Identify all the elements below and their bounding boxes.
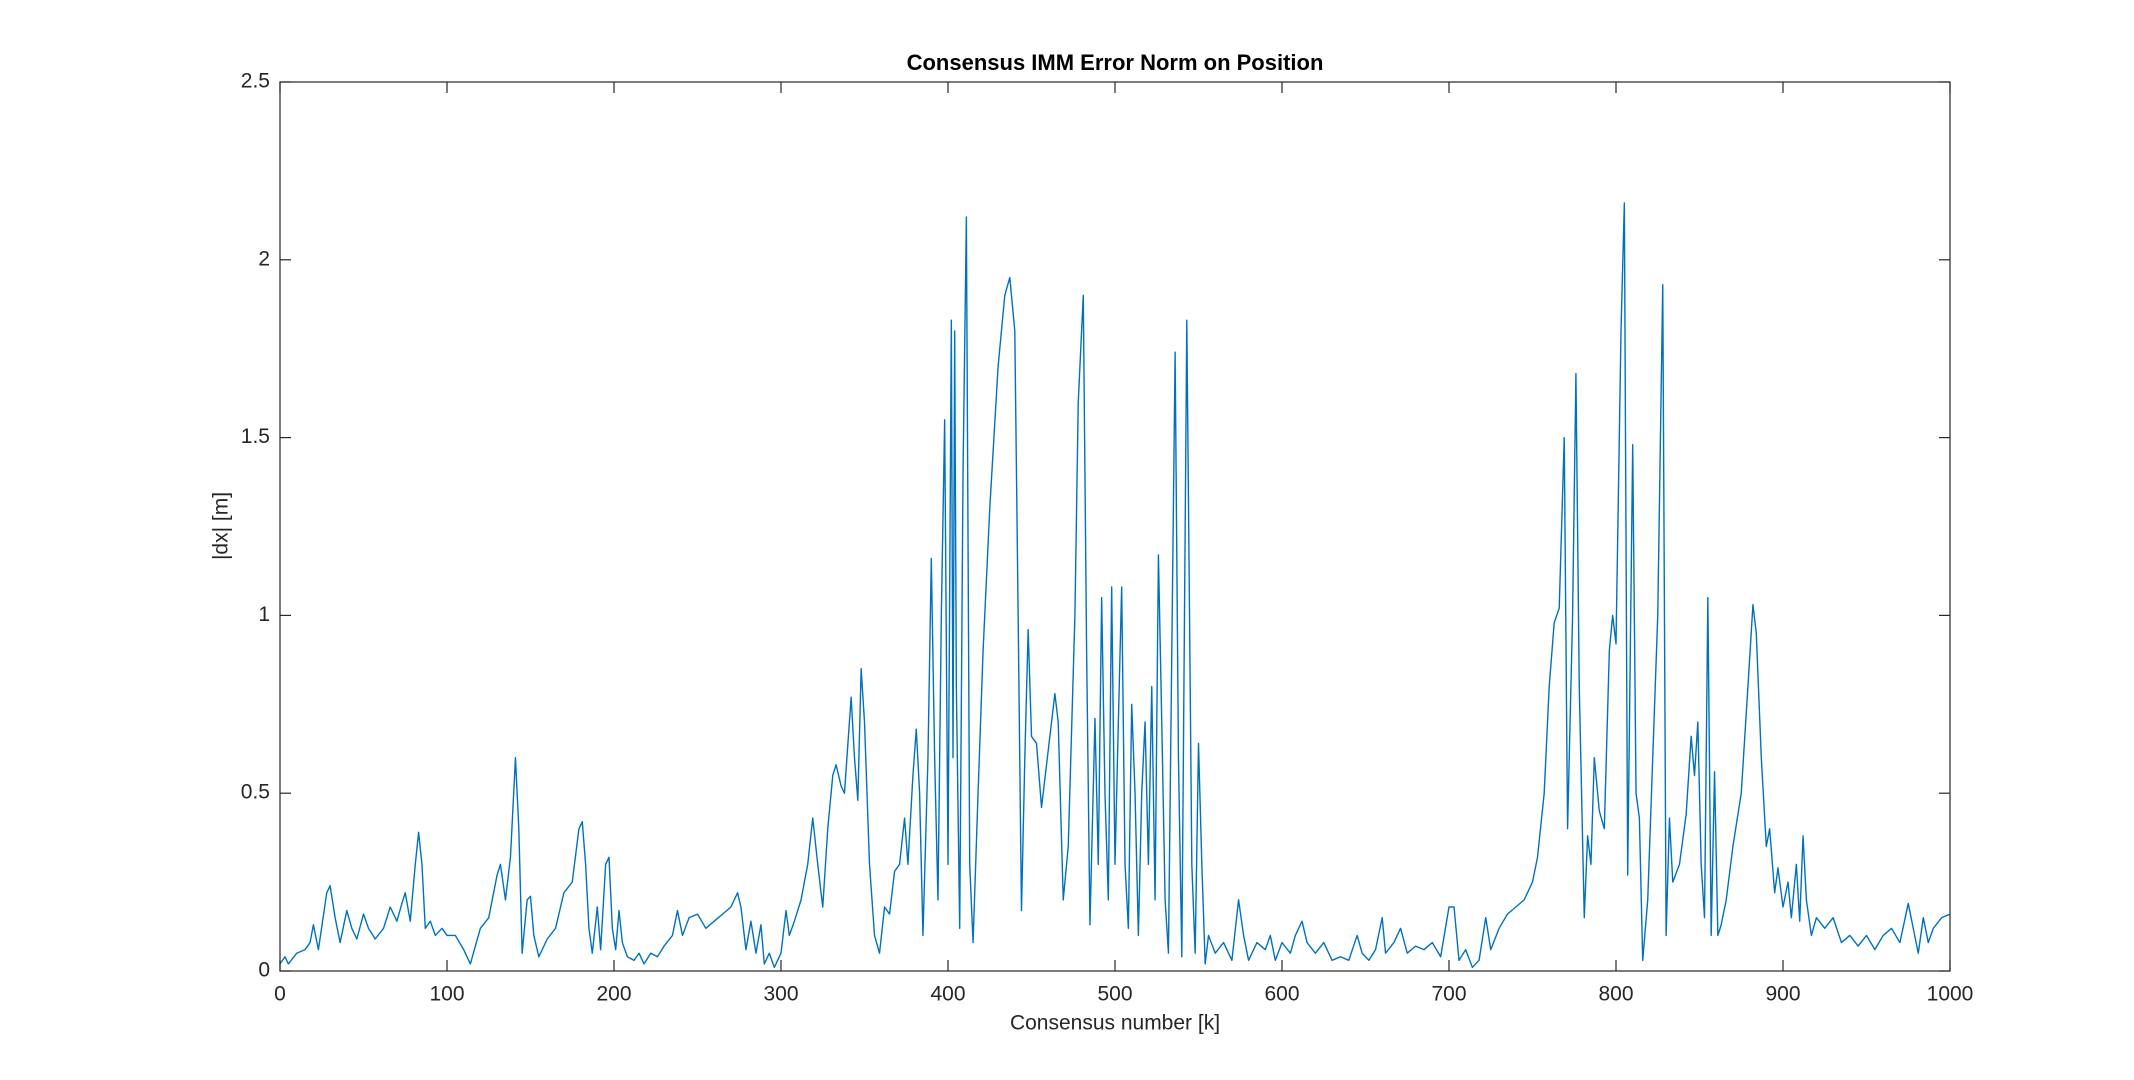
- y-axis-label: |dx| [m]: [210, 492, 233, 560]
- data-line: [279, 202, 1951, 969]
- x-tick-label: 0: [274, 983, 286, 1006]
- x-tick-label: 700: [1431, 983, 1466, 1006]
- x-tick-label: 100: [429, 983, 464, 1006]
- x-tick-label: 500: [1097, 983, 1132, 1006]
- y-tick-label: 1.5: [241, 425, 270, 448]
- y-tick-label: 0.5: [241, 781, 270, 804]
- chart-title: Consensus IMM Error Norm on Position: [907, 50, 1324, 75]
- y-tick-label: 2: [258, 247, 270, 270]
- y-tick-label: 1: [258, 603, 270, 626]
- y-tick-label: 0: [258, 959, 270, 982]
- x-tick-label: 900: [1765, 983, 1800, 1006]
- x-tick-label: 200: [596, 983, 631, 1006]
- x-tick-label: 600: [1264, 983, 1299, 1006]
- x-tick-label: 300: [763, 983, 798, 1006]
- x-axis-label: Consensus number [k]: [1010, 1012, 1220, 1035]
- x-tick-label: 400: [930, 983, 965, 1006]
- y-tick-label: 2.5: [241, 70, 270, 93]
- plot-frame: [279, 81, 1951, 972]
- x-tick-label: 800: [1598, 983, 1633, 1006]
- x-tick-label: 1000: [1927, 983, 1974, 1006]
